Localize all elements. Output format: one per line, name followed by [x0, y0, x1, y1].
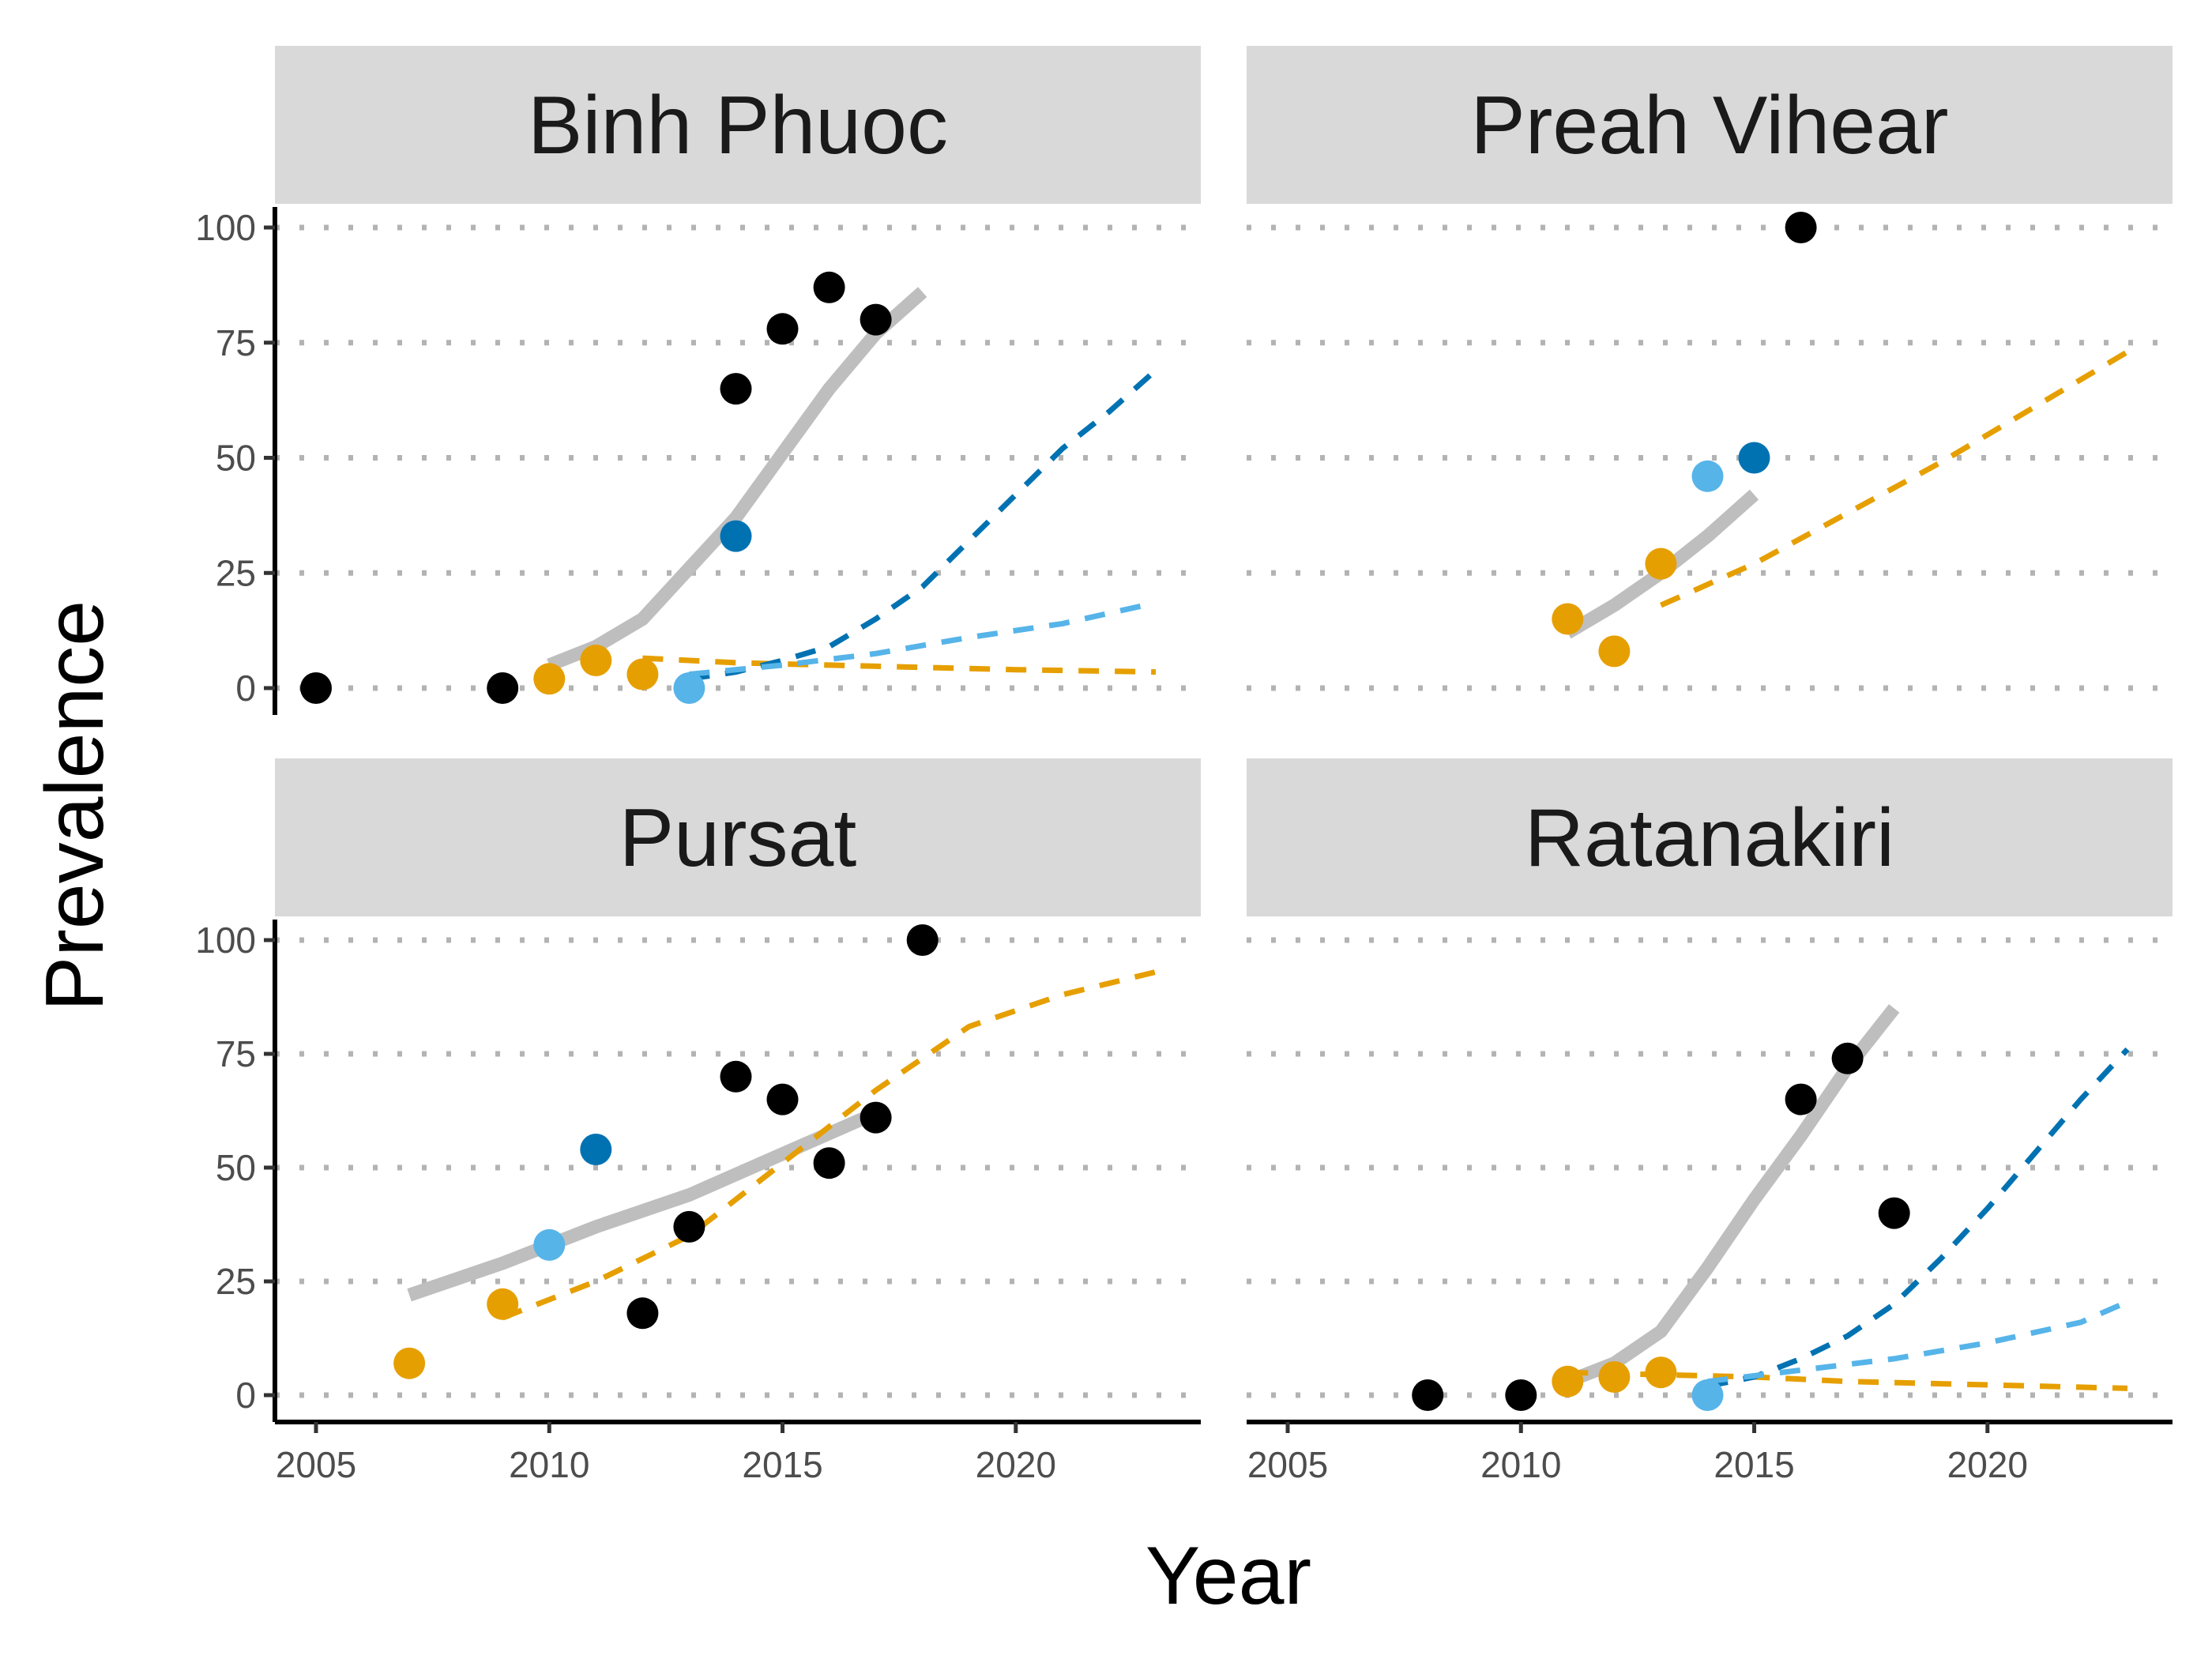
data-point-orange — [487, 1288, 519, 1320]
x-tick-label: 2020 — [976, 1444, 1056, 1485]
x-tick-label: 2010 — [1480, 1444, 1561, 1485]
data-point-orange — [393, 1347, 426, 1379]
data-point-light-blue — [1691, 1379, 1724, 1411]
data-point-black — [766, 313, 799, 345]
data-point-black — [626, 1297, 659, 1330]
data-point-black — [1878, 1197, 1910, 1229]
data-point-black — [673, 1210, 705, 1243]
y-tick-label: 50 — [216, 1147, 256, 1188]
panel-title-pursat: Pursat — [619, 792, 857, 884]
strip-preah-vihear — [1247, 46, 2172, 204]
projection-line-light-blue — [1707, 1299, 2129, 1385]
data-point-black — [1412, 1379, 1444, 1411]
x-tick-label: 2020 — [1947, 1444, 2028, 1485]
data-point-black — [1505, 1379, 1537, 1411]
x-tick-label: 2015 — [1714, 1444, 1794, 1485]
fit-line-grey-fit — [547, 287, 927, 672]
data-point-orange — [1598, 1361, 1631, 1393]
y-tick-label: 25 — [216, 1261, 256, 1302]
x-tick-label: 2015 — [742, 1444, 822, 1485]
data-point-dark-blue — [720, 520, 752, 552]
panel-binh-phuoc: Binh Phuoc 0 25 50 75 100 — [195, 46, 1201, 715]
data-point-dark-blue — [580, 1134, 612, 1165]
data-point-black — [300, 672, 332, 704]
y-tick-label: 0 — [235, 1375, 256, 1416]
panel-preah-vihear: Preah Vihear — [1247, 46, 2172, 691]
data-point-black — [1785, 1083, 1817, 1115]
panel-title-preah-vihear: Preah Vihear — [1470, 80, 1948, 171]
data-point-black — [813, 271, 845, 303]
panel-title-ratanakiri: Ratanakiri — [1525, 792, 1894, 884]
data-point-orange — [1552, 603, 1584, 635]
panel-ratanakiri: Ratanakiri 2005 2010 2015 2020 — [1247, 758, 2172, 1485]
strip-ratanakiri — [1247, 758, 2172, 916]
data-point-orange — [1645, 547, 1677, 580]
projection-line-light-blue — [689, 600, 1157, 677]
y-tick-label: 50 — [216, 438, 256, 479]
projection-line-dark-blue — [1706, 1047, 2130, 1389]
projection-line-dark-blue — [688, 368, 1158, 682]
y-tick-label: 75 — [216, 1033, 256, 1074]
data-point-black — [487, 672, 519, 704]
y-axis-title: Prevalence — [29, 600, 121, 1011]
panel-title-binh-phuoc: Binh Phuoc — [528, 80, 948, 171]
projection-line-orange — [501, 969, 1157, 1321]
data-point-black — [813, 1147, 845, 1179]
data-point-orange — [580, 645, 612, 676]
data-point-dark-blue — [1738, 442, 1770, 474]
strip-binh-phuoc — [275, 46, 1201, 204]
y-tick-label: 75 — [216, 322, 256, 363]
data-point-light-blue — [1691, 460, 1724, 492]
x-tick-label: 2010 — [509, 1444, 589, 1485]
data-point-black — [1831, 1042, 1864, 1074]
data-point-orange — [1598, 635, 1631, 668]
data-point-orange — [1645, 1356, 1677, 1389]
y-tick-label: 100 — [195, 207, 256, 248]
data-point-black — [906, 924, 939, 956]
data-point-black — [1785, 212, 1817, 243]
y-tick-label: 25 — [216, 552, 256, 593]
data-point-light-blue — [533, 1228, 566, 1261]
y-tick-label: 100 — [195, 920, 256, 961]
projection-line-orange — [1659, 349, 2129, 608]
data-point-black — [860, 1101, 892, 1134]
projection-line-orange — [642, 655, 1157, 675]
data-point-orange — [533, 663, 566, 695]
y-tick-label: 0 — [235, 668, 256, 709]
data-point-orange — [626, 658, 659, 690]
data-point-black — [720, 1060, 752, 1093]
data-point-orange — [1552, 1365, 1584, 1398]
fit-line-grey-fit — [1565, 1004, 1900, 1388]
fit-line-grey-fit — [407, 1107, 879, 1302]
panel-pursat: Pursat 0 25 50 75 100 2005 2010 2015 2020 — [195, 758, 1201, 1485]
strip-pursat — [275, 758, 1201, 916]
x-tick-label: 2005 — [276, 1444, 356, 1485]
x-tick-label: 2005 — [1247, 1444, 1328, 1485]
data-point-light-blue — [673, 672, 705, 704]
x-axis-title: Year — [1146, 1530, 1311, 1622]
data-point-black — [766, 1083, 799, 1115]
data-point-black — [860, 303, 892, 336]
data-point-black — [720, 373, 752, 405]
